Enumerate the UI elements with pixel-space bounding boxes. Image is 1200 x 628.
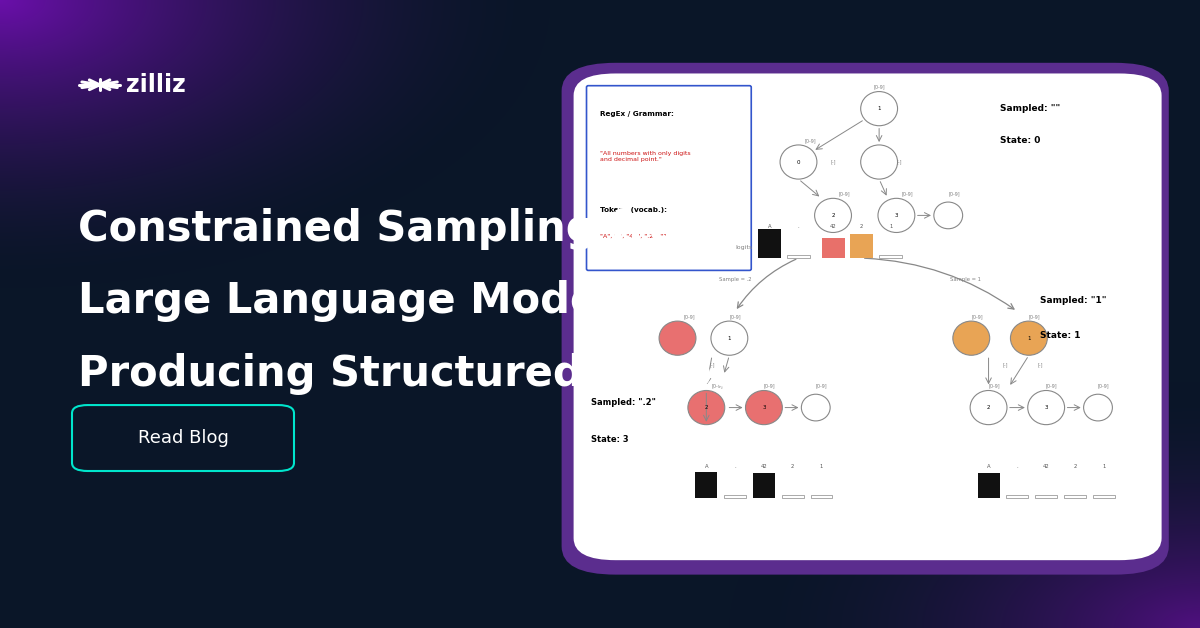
- Text: zilliz: zilliz: [126, 73, 186, 97]
- Text: Producing Structured Output: Producing Structured Output: [78, 353, 762, 394]
- Text: Large Language Models:: Large Language Models:: [78, 281, 654, 322]
- Bar: [1063, 431, 1075, 462]
- Text: Constrained Sampling from: Constrained Sampling from: [78, 208, 721, 250]
- Text: Read Blog: Read Blog: [138, 429, 228, 447]
- FancyBboxPatch shape: [562, 63, 1169, 575]
- Bar: [632, 220, 652, 261]
- FancyBboxPatch shape: [574, 73, 1162, 560]
